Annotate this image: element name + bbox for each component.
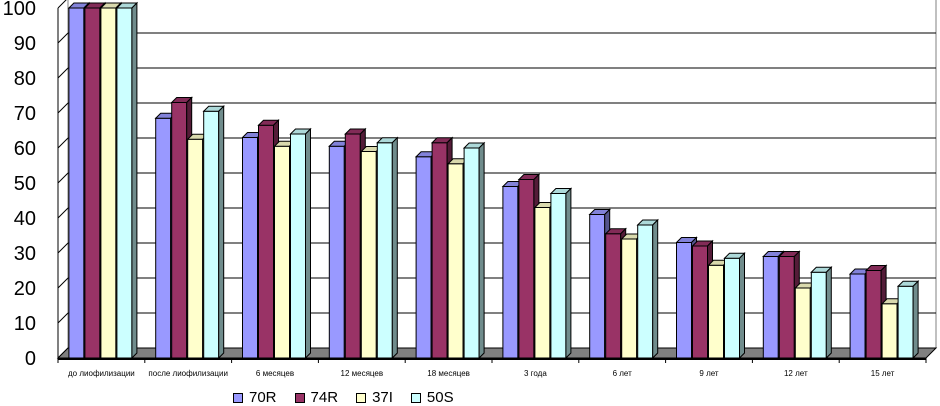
bar-74r <box>518 179 535 359</box>
x-tick-label: после лиофилизации <box>148 369 228 378</box>
legend-item-37i: 37I <box>356 390 393 406</box>
y-tick-label: 90 <box>14 33 36 55</box>
gridline-diagonal <box>57 67 69 79</box>
bar-74r <box>692 245 708 359</box>
gridline-diagonal <box>57 32 69 44</box>
bar-37i <box>187 138 204 359</box>
bar-37i <box>621 238 638 359</box>
bar-37i <box>274 145 290 359</box>
bar-side-50s <box>739 252 745 360</box>
gridline-diagonal <box>57 102 69 114</box>
bar-74r <box>865 270 882 359</box>
bar-50s <box>376 142 393 359</box>
bar-side-50s <box>391 136 398 360</box>
bar-70r <box>68 7 85 359</box>
bar-70r <box>502 186 519 359</box>
bar-50s <box>116 7 133 359</box>
x-tick-label: 3 года <box>524 369 547 378</box>
bar-50s <box>290 133 306 359</box>
legend-label-74r: 74R <box>310 389 339 406</box>
bar-50s <box>724 257 740 359</box>
bar-side-50s <box>912 280 919 360</box>
gridline-diagonal <box>57 207 69 219</box>
bar-70r <box>589 214 606 359</box>
legend-swatch-50s <box>410 393 421 403</box>
y-tick-label: 100 <box>3 0 36 20</box>
legend-swatch-37i <box>356 393 367 403</box>
gridline-diagonal <box>57 137 69 149</box>
y-tick-label: 70 <box>14 103 36 125</box>
bar-side-50s <box>131 1 138 360</box>
legend-label-37i: 37I <box>372 389 393 406</box>
bar-50s <box>550 193 567 359</box>
x-tick-label: 12 месяцев <box>341 369 384 378</box>
bar-chart: 0 10 20 30 40 50 60 70 80 90 100 до лиофилизации пос… <box>3 0 938 378</box>
legend-swatch-70r <box>233 393 243 403</box>
x-tick-label: 6 месяцев <box>256 369 294 378</box>
y-tick-label: 20 <box>14 278 36 300</box>
legend-label-70r: 70R <box>249 389 277 406</box>
legend-item-74r: 74R <box>294 389 339 406</box>
bar-37i <box>534 207 551 359</box>
bar-50s <box>203 110 220 359</box>
bar-side-50s <box>305 127 311 360</box>
x-tick-label: 18 месяцев <box>427 369 470 378</box>
y-tick-label: 10 <box>14 313 36 335</box>
gridline-diagonal <box>57 312 69 324</box>
bar-37i <box>794 287 811 359</box>
bar-50s <box>463 147 480 359</box>
bar-74r <box>344 133 361 359</box>
legend: 70R 74R 37I 50S <box>233 390 472 406</box>
bar-74r <box>84 7 101 359</box>
x-tick-label: 9 лет <box>699 369 719 378</box>
bar-74r <box>431 142 448 359</box>
bar-70r <box>762 256 779 359</box>
x-tick-label: 15 лет <box>871 369 895 378</box>
bar-37i <box>360 151 377 359</box>
bar-70r <box>155 117 172 359</box>
y-tick-label: 0 <box>25 348 36 370</box>
bar-70r <box>415 156 432 359</box>
bar-50s <box>637 224 654 359</box>
x-tick-label: 6 лет <box>613 369 633 378</box>
y-tick-label: 50 <box>14 173 36 195</box>
bar-74r <box>778 256 795 359</box>
bar-70r <box>242 137 258 359</box>
bar-50s <box>897 285 914 359</box>
bar-50s <box>810 271 827 359</box>
legend-item-70r: 70R <box>233 390 277 406</box>
bar-side-50s <box>478 141 485 360</box>
bar-74r <box>258 124 274 359</box>
y-tick-label: 60 <box>14 138 36 160</box>
x-tick-label: до лиофилизации <box>68 369 135 378</box>
y-tick-label: 40 <box>14 208 36 230</box>
x-tick-label: 12 лет <box>784 369 808 378</box>
bar-side-50s <box>825 266 832 360</box>
legend-item-50s: 50S <box>410 389 454 406</box>
bar-74r <box>605 233 622 359</box>
y-tick-label: 80 <box>14 68 36 90</box>
gridline-diagonal <box>57 277 69 289</box>
y-tick-label: 30 <box>14 243 36 265</box>
bar-37i <box>100 7 117 359</box>
bar-37i <box>447 163 464 359</box>
bar-37i <box>881 303 898 359</box>
gridline-diagonal <box>57 242 69 254</box>
legend-swatch-74r <box>294 393 305 403</box>
gridline-diagonal <box>57 172 69 184</box>
gridline-diagonal <box>57 0 67 9</box>
bar-side-50s <box>565 187 572 360</box>
bar-side-50s <box>218 105 225 360</box>
bar-70r <box>849 273 866 359</box>
bar-37i <box>708 264 724 359</box>
bar-70r <box>676 242 692 359</box>
bar-74r <box>171 102 188 359</box>
bar-side-50s <box>652 218 659 360</box>
legend-label-50s: 50S <box>426 389 454 406</box>
bar-70r <box>328 145 345 359</box>
